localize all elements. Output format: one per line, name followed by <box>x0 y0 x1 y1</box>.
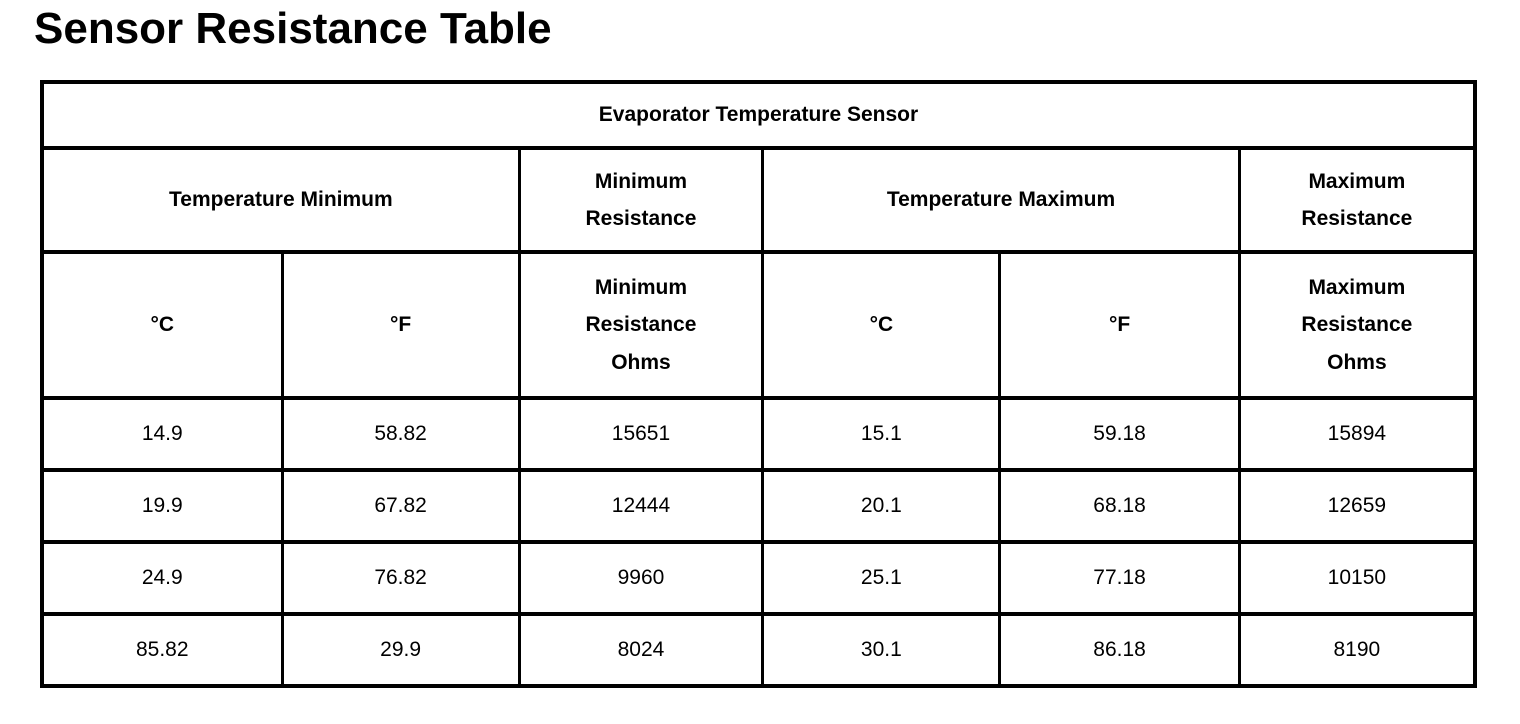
data-cell: 8024 <box>517 612 765 688</box>
data-cell: 85.82 <box>40 612 284 688</box>
data-cell: 25.1 <box>761 540 1002 616</box>
data-cell: 20.1 <box>761 468 1002 544</box>
data-cell: 12444 <box>517 468 765 544</box>
table-caption-row: Evaporator Temperature Sensor <box>40 80 1477 150</box>
column-header-fahrenheit-min: °F <box>280 250 521 400</box>
data-cell: 10150 <box>1237 540 1477 616</box>
data-cell: 19.9 <box>40 468 284 544</box>
data-cell: 12659 <box>1237 468 1477 544</box>
data-cell: 15651 <box>517 396 765 472</box>
data-cell: 24.9 <box>40 540 284 616</box>
table-group-header-row: Temperature Minimum Minimum Resistance T… <box>40 146 1477 254</box>
table-row: 85.82 29.9 8024 30.1 86.18 8190 <box>40 612 1477 688</box>
table-caption: Evaporator Temperature Sensor <box>40 80 1477 150</box>
data-cell: 29.9 <box>280 612 521 688</box>
group-header-temperature-maximum: Temperature Maximum <box>761 146 1241 254</box>
data-cell: 68.18 <box>998 468 1241 544</box>
group-header-minimum-resistance: Minimum Resistance <box>517 146 765 254</box>
column-header-celsius-min: °C <box>40 250 284 400</box>
column-header-fahrenheit-max: °F <box>998 250 1241 400</box>
data-cell: 77.18 <box>998 540 1241 616</box>
data-cell: 14.9 <box>40 396 284 472</box>
data-cell: 58.82 <box>280 396 521 472</box>
data-cell: 86.18 <box>998 612 1241 688</box>
sensor-resistance-table: Evaporator Temperature Sensor Temperatur… <box>40 80 1477 688</box>
column-header-min-resistance-ohms: Minimum Resistance Ohms <box>517 250 765 400</box>
group-header-temperature-minimum: Temperature Minimum <box>40 146 521 254</box>
table-row: 19.9 67.82 12444 20.1 68.18 12659 <box>40 468 1477 544</box>
data-cell: 30.1 <box>761 612 1002 688</box>
table-row: 14.9 58.82 15651 15.1 59.18 15894 <box>40 396 1477 472</box>
data-cell: 15.1 <box>761 396 1002 472</box>
column-header-celsius-max: °C <box>761 250 1002 400</box>
group-header-maximum-resistance: Maximum Resistance <box>1237 146 1477 254</box>
table-row: 24.9 76.82 9960 25.1 77.18 10150 <box>40 540 1477 616</box>
table-unit-header-row: °C °F Minimum Resistance Ohms °C °F Maxi… <box>40 250 1477 400</box>
data-cell: 8190 <box>1237 612 1477 688</box>
data-cell: 59.18 <box>998 396 1241 472</box>
data-cell: 15894 <box>1237 396 1477 472</box>
data-cell: 9960 <box>517 540 765 616</box>
page-title: Sensor Resistance Table <box>34 4 552 53</box>
data-cell: 76.82 <box>280 540 521 616</box>
data-cell: 67.82 <box>280 468 521 544</box>
column-header-max-resistance-ohms: Maximum Resistance Ohms <box>1237 250 1477 400</box>
